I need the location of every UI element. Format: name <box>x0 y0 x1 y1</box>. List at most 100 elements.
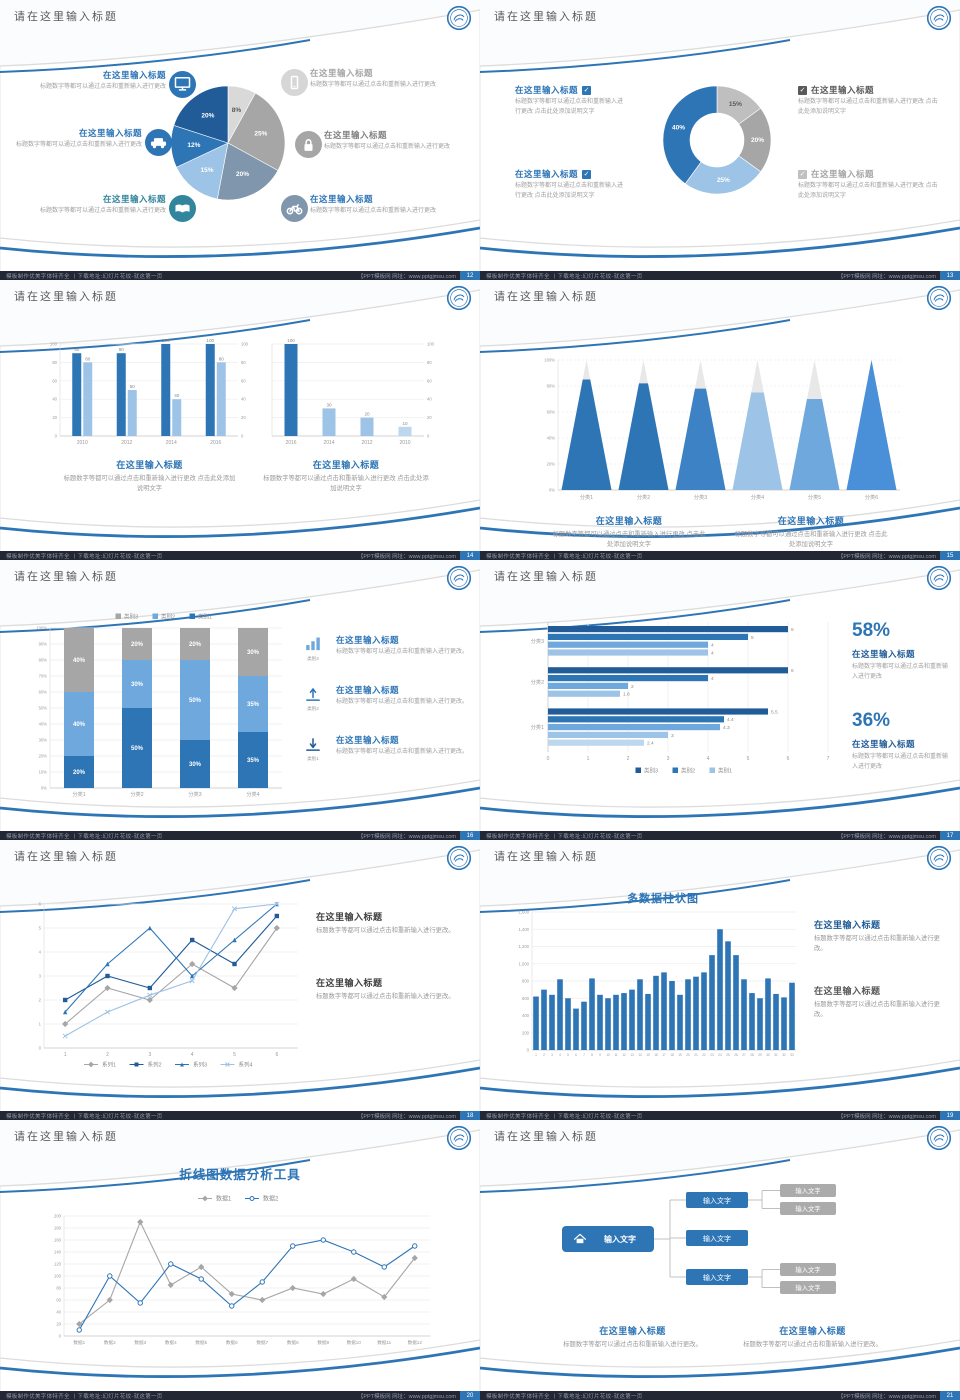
chart-text: 数据8 <box>287 1339 299 1346</box>
line-series <box>78 1220 416 1325</box>
stack-segment <box>180 628 210 660</box>
chart-text: 20% <box>189 642 202 648</box>
callout-body: 标题数字等都可以通过点击和重新输入进行更改 <box>39 84 166 90</box>
chart-text: 2.4 <box>647 741 654 747</box>
chart-text: 60 <box>241 378 246 383</box>
line-series <box>78 1239 416 1331</box>
bar <box>172 399 182 436</box>
chart-text: 1,400 <box>519 927 530 932</box>
chart-text: 13 <box>630 1053 634 1057</box>
bar <box>661 972 667 1050</box>
slide-16: 请在这里输入标题 模板制作优美字体特齐全 丨下载地址:幻灯片花纹-就这第一页 【PP… <box>0 560 480 840</box>
chart-text: 数据6 <box>226 1339 238 1346</box>
chart-text: 180 <box>54 1226 62 1231</box>
chart-text: 30% <box>39 738 48 743</box>
callout-body: 标题数字等都可以通过点击和重新输入进行更改 点击此处添加说明文字 <box>515 183 624 199</box>
chart-text: 10 <box>606 1053 610 1057</box>
chart-text: 分类2 <box>130 790 143 798</box>
chart-text: 40% <box>672 124 685 131</box>
bar <box>205 344 215 436</box>
callout-title: 在这里输入标题 <box>102 194 166 204</box>
callout-body: 标题数字等都可以通过点击和重新输入进行更改 点击此处添加说明文字 <box>798 183 938 199</box>
chart-text: 8% <box>232 107 242 114</box>
slide-footer: 模板制作优美字体特齐全 丨下载地址:幻灯片花纹-就这第一页 【PPT模板网 网址：… <box>480 831 960 840</box>
chart-text: 100 <box>427 342 435 347</box>
pyramid-chart: 0% 20% 40% 60% 80% 100% 分类1 分类2 分类3 分类4 分类5 分类6 <box>544 358 900 501</box>
chart-text: 3 <box>39 974 42 979</box>
callout-title: 在这里输入标题 <box>310 68 374 78</box>
chart-text: 15 <box>646 1053 650 1057</box>
checkbox-icon: ✓ <box>582 85 592 95</box>
chart-text: 90 <box>74 347 80 352</box>
callout-header: 在这里输入标题 ✓ <box>515 84 623 96</box>
chart-text: 输入文字 <box>703 1234 731 1243</box>
bar <box>116 353 126 436</box>
school-logo <box>446 1125 472 1151</box>
chart-text: 25% <box>254 130 267 137</box>
chart-text: 33 <box>790 1053 794 1057</box>
chart-text: 30% <box>189 762 202 768</box>
chart-text: 数据1 <box>73 1339 85 1346</box>
block-body: 标题数字等都可以通过点击和重新输入进行更改 点击此处添加说明文字 <box>552 531 706 549</box>
footer-right-text: 【PPT模板网 网址：www.pptgjmsu.com <box>357 273 456 280</box>
slide-title: 请在这里输入标题 <box>494 291 598 303</box>
chart-text: 分类3 <box>531 637 544 645</box>
bar <box>749 993 755 1050</box>
bar <box>533 996 539 1050</box>
chart-text: 分类5 <box>808 493 821 501</box>
chart-text: 40% <box>39 722 48 727</box>
footer-left-text: 模板制作优美字体特齐全 丨下载地址:幻灯片花纹-就这第一页 <box>486 553 643 560</box>
chart-text: 50% <box>131 746 144 752</box>
footer-left-text: 模板制作优美字体特齐全 丨下载地址:幻灯片花纹-就这第一页 <box>6 1393 163 1400</box>
chart-text: 20% <box>236 171 249 178</box>
bar <box>557 979 563 1050</box>
chart-text: 6 <box>791 627 794 633</box>
root-node <box>562 1226 654 1252</box>
chart-text: 40 <box>56 1310 61 1315</box>
car-icon <box>144 128 172 156</box>
slide-footer: 模板制作优美字体特齐全 丨下载地址:幻灯片花纹-就这第一页 【PPT模板网 网址：… <box>480 271 960 280</box>
block-title: 在这里输入标题 <box>814 920 881 930</box>
chart-text: 类别1 <box>718 767 732 775</box>
chart-text: 100 <box>162 338 170 343</box>
chart-text: 2 <box>39 998 42 1003</box>
school-logo <box>926 5 952 31</box>
chart-text: 分类2 <box>531 678 544 686</box>
chart-text: 分类2 <box>637 493 650 501</box>
bar <box>284 344 298 436</box>
icon-caption: 类别2 <box>307 706 319 711</box>
chart-text: 80 <box>85 356 91 361</box>
chart-text: 分类1 <box>72 790 85 798</box>
chart-text: 25 <box>726 1053 730 1057</box>
chart-text: 20 <box>56 1322 61 1327</box>
bar <box>548 626 788 633</box>
leaf-node <box>780 1202 836 1215</box>
page-number: 17 <box>940 831 960 840</box>
page-number: 21 <box>940 1391 960 1400</box>
chart-text: 数据12 <box>408 1339 423 1346</box>
chart-text: 系列1 <box>102 1061 116 1069</box>
bar <box>709 955 715 1050</box>
chart-text: 60% <box>547 410 556 415</box>
block-title: 在这里输入标题 <box>599 1326 666 1336</box>
chart-text: 输入文字 <box>604 1234 636 1244</box>
slide-title: 请在这里输入标题 <box>494 11 598 23</box>
chart-text: 2014 <box>166 440 177 446</box>
chart-text: 3 <box>551 1053 553 1057</box>
block-title: 在这里输入标题 <box>777 516 845 526</box>
chart-text: 0 <box>241 434 244 439</box>
download-icon <box>306 738 320 751</box>
chart-text: 80 <box>241 360 246 365</box>
block-body: 标题数字等都可以通过点击和重新输入进行更改 点击此处添加说明文字 <box>734 531 888 549</box>
slide-footer: 模板制作优美字体特齐全 丨下载地址:幻灯片花纹-就这第一页 【PPT模板网 网址：… <box>0 831 480 840</box>
chart-text: 系列4 <box>239 1061 253 1069</box>
chart-text: 3 <box>671 733 674 739</box>
chart-text: 40% <box>73 658 86 664</box>
page-number: 12 <box>460 271 480 280</box>
chart-text: 27 <box>742 1053 746 1057</box>
bar <box>548 682 628 689</box>
chart-text: 6 <box>575 1053 577 1057</box>
swoosh-decoration <box>480 280 960 538</box>
stack-segment <box>64 692 94 756</box>
